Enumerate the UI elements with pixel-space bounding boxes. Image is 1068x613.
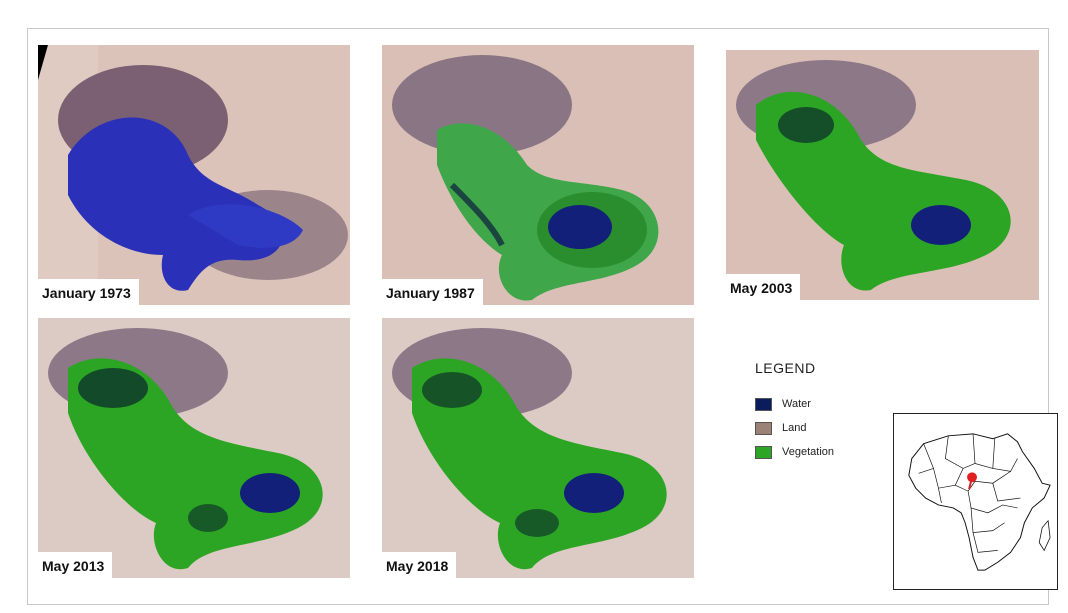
figure-frame <box>27 28 1049 605</box>
legend-label: Water <box>782 398 811 410</box>
legend-item-water: Water <box>755 392 875 416</box>
legend-item-vegetation: Vegetation <box>755 440 875 464</box>
lake-chad-location-marker <box>967 472 977 483</box>
lake-chad-2003-image <box>726 50 1039 300</box>
water-swatch <box>755 397 772 411</box>
lake-chad-1973-image <box>38 45 350 305</box>
panel-caption: January 1987 <box>382 279 483 305</box>
panel-caption: January 1973 <box>38 279 139 305</box>
lake-chad-2018-image <box>382 318 694 578</box>
panel-caption: May 2003 <box>726 274 801 300</box>
land-swatch <box>755 421 772 435</box>
satellite-image-2018: May 2018 <box>382 318 694 578</box>
legend: LEGEND Water Land Vegetation <box>755 360 875 464</box>
legend-title: LEGEND <box>755 360 816 376</box>
satellite-image-1987: January 1987 <box>382 45 694 305</box>
satellite-image-2003: May 2003 <box>726 50 1039 300</box>
lake-chad-2013-image <box>38 318 350 578</box>
satellite-image-2013: May 2013 <box>38 318 350 578</box>
africa-inset-map <box>893 413 1058 590</box>
lake-chad-1987-image <box>382 45 694 305</box>
africa-outline-map <box>908 433 1051 571</box>
vegetation-swatch <box>755 445 772 459</box>
satellite-image-1973: January 1973 <box>38 45 350 305</box>
legend-label: Land <box>782 422 807 434</box>
panel-caption: May 2018 <box>382 552 457 578</box>
legend-item-land: Land <box>755 416 875 440</box>
panel-caption: May 2013 <box>38 552 113 578</box>
legend-label: Vegetation <box>782 446 834 458</box>
